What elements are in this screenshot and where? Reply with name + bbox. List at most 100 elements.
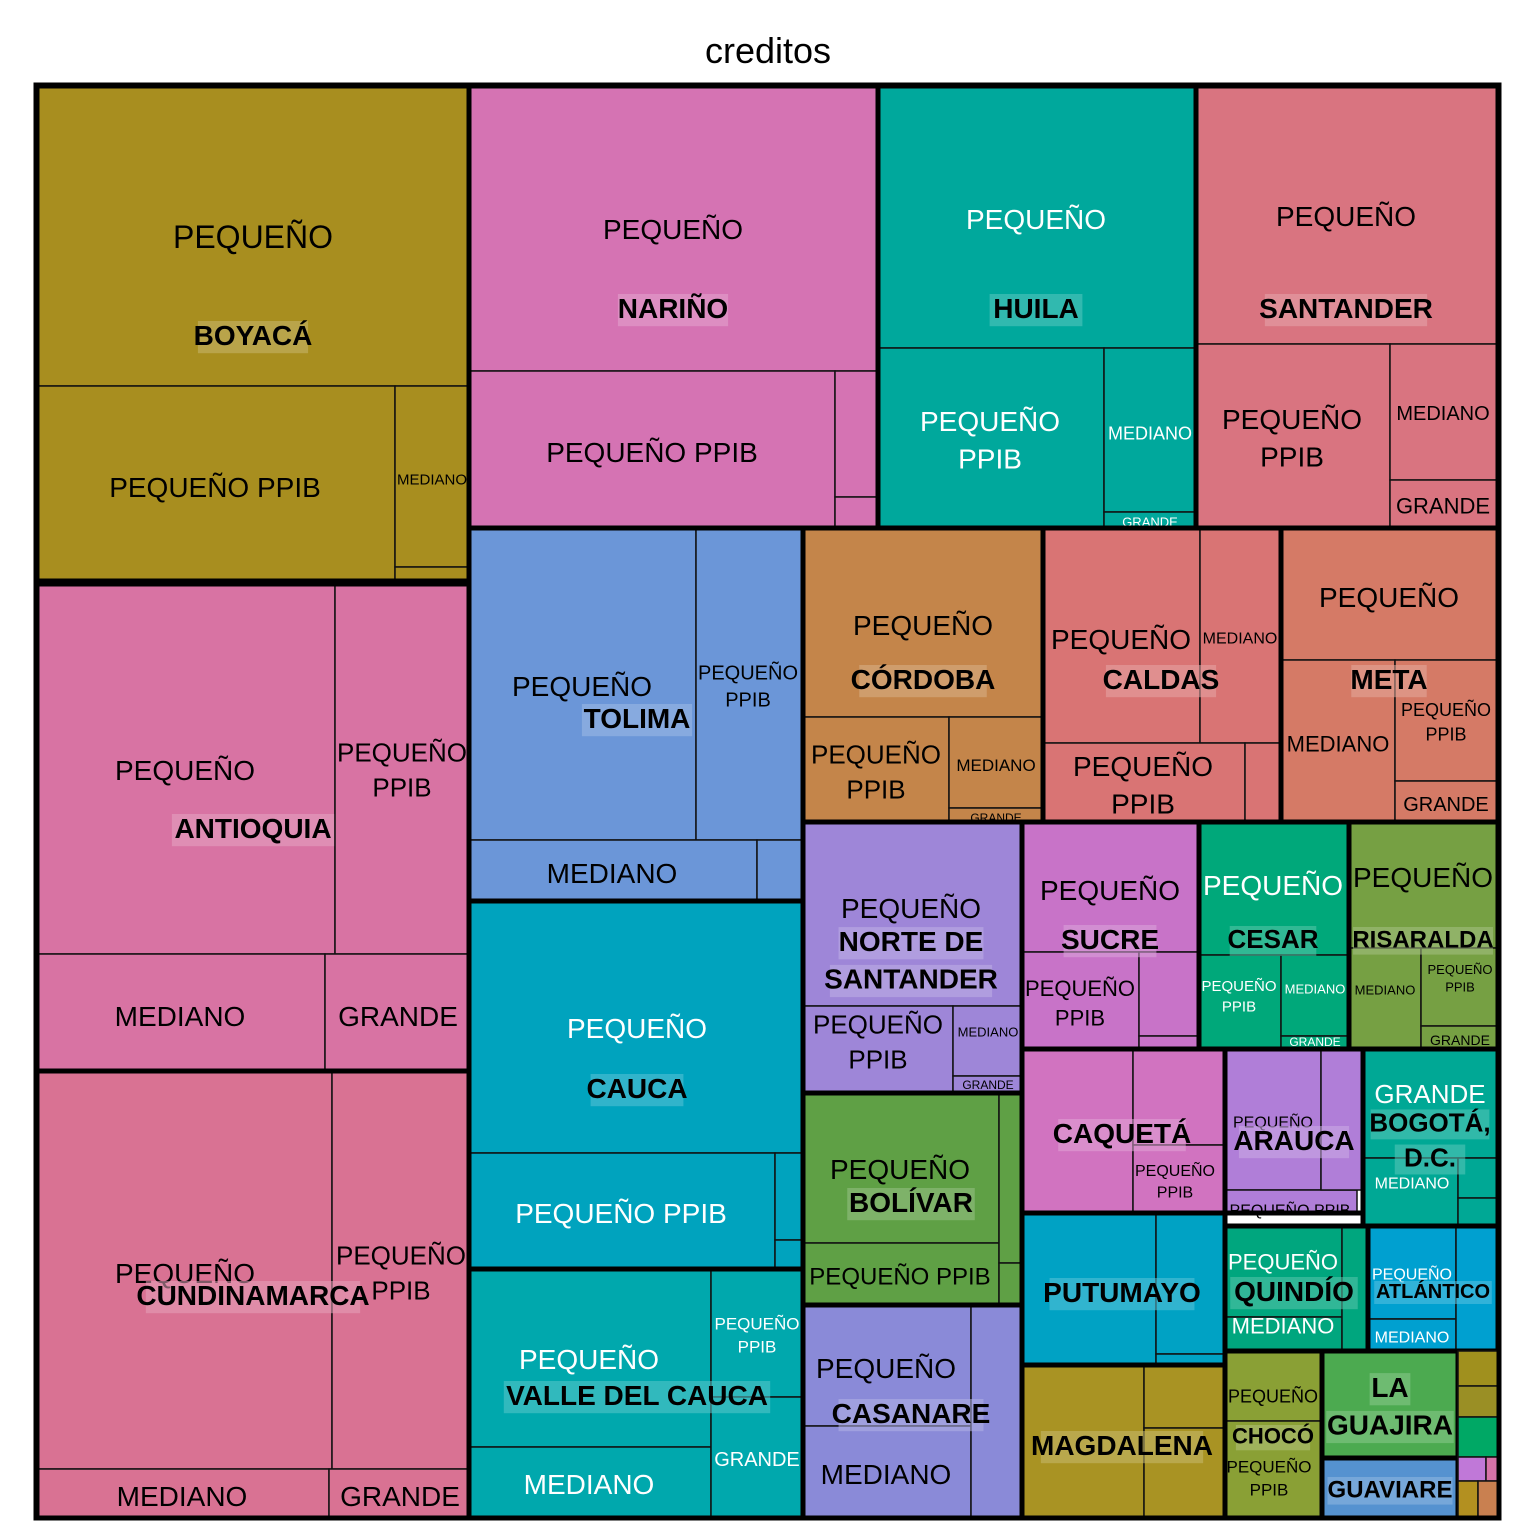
cell-label-cesar-3-line: MEDIANO (1285, 982, 1346, 997)
cell-label-atlantico-1: PEQUEÑO (1372, 1264, 1452, 1284)
group-label-sucre-line: SUCRE (1061, 924, 1159, 955)
group-label-narino: NARIÑO (618, 293, 728, 327)
cell-label-risaralda-1: PEQUEÑO (1353, 862, 1493, 893)
cell-label-cesar-4-line: GRANDE (1289, 1035, 1340, 1049)
cell-label-huila-3: MEDIANO (1108, 423, 1192, 443)
cell-santander-2 (1195, 343, 1391, 529)
group-label-tolima: TOLIMA (581, 703, 693, 737)
cell-label-cundinamarca-2-line: PPIB (371, 1276, 430, 1306)
cell-cordoba-3 (948, 716, 1044, 809)
cell-cesar-2 (1198, 954, 1282, 1050)
cell-cauca-2 (468, 1152, 776, 1270)
cell-label-bolivar-2: PEQUEÑO PPIB (809, 1263, 990, 1290)
treemap-frame (33, 82, 1502, 1521)
cell-label-cordoba-1-line: PEQUEÑO (853, 610, 993, 641)
cell-label-meta-4: GRANDE (1403, 794, 1489, 816)
cell-label-cesar-2-line: PPIB (1222, 998, 1256, 1015)
cell-small-4 (1457, 1456, 1487, 1482)
cell-label-huila-2-line: PEQUEÑO (920, 406, 1060, 437)
cell-cauca-3 (774, 1152, 804, 1241)
cell-small-1 (1457, 1350, 1499, 1387)
group-label-arauca-line: ARAUCA (1233, 1125, 1354, 1156)
group-label-cundinamarca: CUNDINAMARCA (136, 1280, 370, 1314)
group-label-norte-de-santander-line: SANTANDER (824, 964, 998, 995)
group-label-casanare: CASANARE (832, 1398, 990, 1432)
cell-label-choco-1: PEQUEÑO (1228, 1385, 1318, 1406)
cell-label-norte-de-santander-1-line: PEQUEÑO (841, 893, 981, 924)
cell-label-cauca-1-line: PEQUEÑO (567, 1013, 707, 1044)
cell-label-risaralda-4: GRANDE (1430, 1032, 1490, 1048)
cell-label-cundinamarca-3: MEDIANO (117, 1481, 248, 1512)
cell-label-caldas-2-line: MEDIANO (1203, 631, 1278, 648)
group-label-boyaca-line: BOYACÁ (194, 320, 313, 351)
group-label-boyaca: BOYACÁ (194, 320, 313, 354)
cell-label-arauca-2: PEQUEÑO PPIB (1230, 1200, 1351, 1220)
cell-label-santander-1: PEQUEÑO (1276, 201, 1416, 232)
cell-narino-2 (468, 370, 836, 529)
cell-label-huila-1-line: PEQUEÑO (966, 204, 1106, 235)
cell-label-casanare-2: MEDIANO (821, 1459, 952, 1490)
cell-label-caqueta-2-line: PEQUEÑO (1135, 1160, 1215, 1180)
cell-label-santander-4-line: GRANDE (1396, 494, 1490, 519)
cell-label-santander-1-line: PEQUEÑO (1276, 201, 1416, 232)
cell-label-antioquia-3: MEDIANO (115, 1001, 246, 1032)
cell-label-valle-del-cauca-2-line: PEQUEÑO (714, 1314, 799, 1333)
cell-label-cesar-2-line: PEQUEÑO (1201, 978, 1276, 995)
cell-label-cundinamarca-2-line: PEQUEÑO (336, 1241, 466, 1271)
cell-label-cordoba-1: PEQUEÑO (853, 610, 993, 641)
cell-label-antioquia-1: PEQUEÑO (115, 755, 255, 786)
cell-norte-de-santander-3 (952, 1005, 1023, 1077)
cell-cundinamarca-4 (328, 1468, 470, 1519)
cell-label-norte-de-santander-1: PEQUEÑO (841, 893, 981, 924)
group-label-caldas: CALDAS (1103, 664, 1219, 698)
cell-caqueta-3 (1132, 1144, 1226, 1214)
cell-label-norte-de-santander-4-line: GRANDE (962, 1078, 1013, 1092)
cell-label-antioquia-2: PEQUEÑO PPIB (337, 738, 467, 803)
cell-label-valle-del-cauca-1-line: PEQUEÑO (519, 1344, 659, 1375)
cell-label-caldas-1-line: PEQUEÑO (1051, 624, 1191, 655)
group-label-putumayo-line: PUTUMAYO (1043, 1277, 1201, 1308)
cell-label-norte-de-santander-2-line: PPIB (848, 1045, 907, 1075)
cell-label-valle-del-cauca-2: PEQUEÑO PPIB (714, 1314, 799, 1356)
cell-label-narino-1-line: PEQUEÑO (603, 214, 743, 245)
cell-small-6 (1457, 1480, 1479, 1519)
cell-label-arauca-2-line: PEQUEÑO PPIB (1230, 1200, 1351, 1220)
cell-boyaca-3 (394, 385, 470, 568)
cell-label-choco-2: PEQUEÑO PPIB (1226, 1457, 1311, 1499)
group-label-meta: META (1350, 664, 1428, 698)
cell-small-2 (1457, 1385, 1499, 1418)
cell-casanare-2 (802, 1425, 972, 1519)
cell-meta-1 (1280, 527, 1499, 661)
cell-label-antioquia-2-line: PEQUEÑO (337, 738, 467, 768)
cell-bolivar-3 (998, 1092, 1023, 1264)
group-label-meta-line: META (1350, 664, 1427, 695)
cell-label-meta-3-line: PEQUEÑO (1401, 699, 1491, 720)
cell-label-caldas-3-line: PPIB (1111, 789, 1175, 820)
cell-label-bolivar-2-line: PEQUEÑO PPIB (809, 1263, 990, 1290)
cell-label-meta-3: PEQUEÑO PPIB (1401, 699, 1491, 744)
cell-bolivar-4 (998, 1262, 1023, 1306)
group-label-cesar-line: CESAR (1227, 924, 1318, 954)
cell-label-antioquia-2-line: PPIB (372, 773, 431, 803)
cell-label-cesar-1: PEQUEÑO (1203, 870, 1343, 901)
cell-label-caldas-1: PEQUEÑO (1051, 624, 1191, 655)
cell-label-caldas-3-line: PEQUEÑO (1073, 751, 1213, 782)
cell-bogota-d-c-4 (1457, 1197, 1499, 1227)
group-label-caqueta-line: CAQUETÁ (1053, 1118, 1191, 1149)
group-label-narino-line: NARIÑO (618, 293, 728, 324)
cell-label-norte-de-santander-3-line: MEDIANO (958, 1025, 1019, 1040)
cell-label-quindio-2: MEDIANO (1232, 1314, 1335, 1339)
cell-label-meta-2-line: MEDIANO (1287, 732, 1390, 757)
group-label-magdalena: MAGDALENA (1031, 1430, 1213, 1464)
cell-label-sucre-1: PEQUEÑO (1040, 875, 1180, 906)
cell-huila-2 (877, 347, 1105, 529)
cell-label-risaralda-3-line: PEQUEÑO (1427, 962, 1492, 977)
cell-label-boyaca-2-line: PEQUEÑO PPIB (109, 472, 321, 503)
cell-label-tolima-1-line: PEQUEÑO (512, 671, 652, 702)
cell-label-choco-2-line: PEQUEÑO (1226, 1457, 1311, 1476)
cell-cesar-3 (1280, 954, 1350, 1037)
cell-label-sucre-2: PEQUEÑO PPIB (1025, 976, 1135, 1031)
group-label-santander: SANTANDER (1259, 293, 1433, 327)
group-label-valle-del-cauca: VALLE DEL CAUCA (503, 1380, 771, 1414)
